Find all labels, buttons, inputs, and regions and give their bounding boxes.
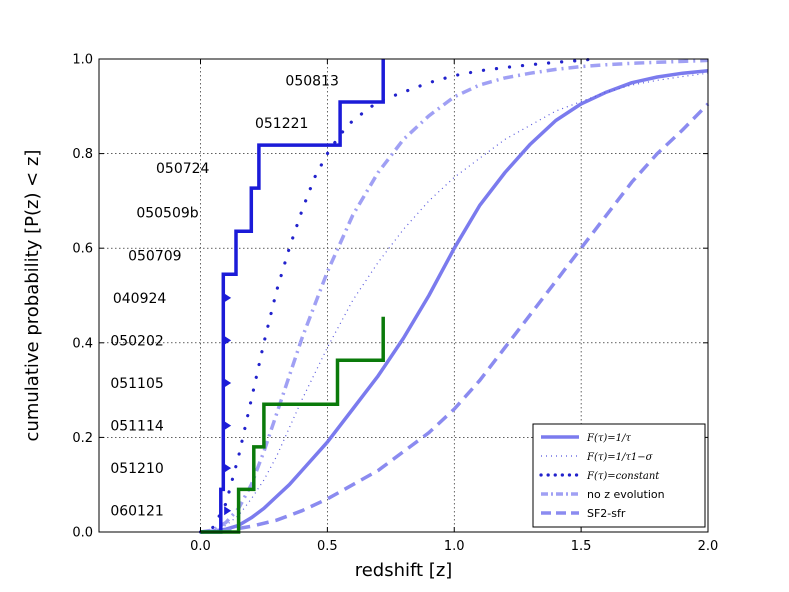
grb-label: 050709	[128, 248, 181, 264]
y-tick-label: 0.0	[72, 526, 93, 541]
grb-label: 050509b	[136, 206, 198, 222]
y-tick-label: 0.8	[72, 147, 93, 162]
green-step-line	[200, 316, 385, 534]
step-series	[200, 59, 385, 534]
arrow-marker	[224, 335, 232, 345]
grb-label: 051210	[110, 461, 163, 477]
grb-label: 040924	[113, 291, 167, 307]
legend-label: F(τ)=1/τ	[586, 433, 631, 444]
plot-frame	[98, 58, 709, 533]
blue-step-line	[200, 59, 385, 534]
curves	[198, 57, 710, 534]
legend: F(τ)=1/τ F(τ)=1/τ1−σ F(τ)=constant no z evo…	[532, 423, 706, 528]
grb-label: 050202	[110, 333, 163, 349]
x-tick-label: 0.0	[190, 539, 211, 554]
arrow-marker	[224, 293, 232, 303]
x-tick-label: 0.5	[317, 539, 338, 554]
grb-label: 050724	[156, 161, 210, 177]
axis-ticks: 0.0 0.5 1.0 1.5 2.0 0.0 0.2 0.4 0.6 0.8 1.0	[72, 53, 718, 555]
grb-label: 051221	[255, 116, 308, 132]
grb-label: 051114	[110, 419, 164, 435]
arrow-marker	[224, 421, 232, 431]
grb-label: 051105	[110, 376, 163, 392]
y-tick-label: 0.6	[72, 242, 93, 257]
legend-label: no z evolution	[587, 488, 665, 501]
legend-label: F(τ)=constant	[586, 471, 660, 482]
arrow-marker	[224, 506, 232, 516]
arrow-markers	[224, 293, 232, 516]
grb-label: 050813	[285, 73, 338, 89]
legend-label: SF2-sfr	[587, 507, 626, 520]
series-line-4	[200, 102, 710, 534]
x-tick-label: 1.0	[444, 539, 465, 554]
y-tick-label: 0.4	[72, 336, 93, 351]
arrow-marker	[224, 463, 232, 473]
grb-labels: 050813 051221 050724 050509b 050709 040924 050…	[110, 73, 339, 519]
series-line-3	[200, 58, 709, 534]
y-tick-label: 0.2	[72, 431, 93, 446]
x-axis-label: redshift [z]	[355, 560, 453, 581]
grb-label: 060121	[110, 504, 163, 520]
arrow-marker	[224, 378, 232, 388]
x-tick-label: 1.5	[571, 539, 592, 554]
series-line-0	[200, 69, 709, 534]
x-tick-label: 2.0	[698, 539, 719, 554]
y-tick-label: 1.0	[72, 53, 93, 68]
legend-label: F(τ)=1/τ1−σ	[586, 452, 654, 463]
y-axis-label: cumulative probability [P(z) < z]	[22, 150, 43, 442]
